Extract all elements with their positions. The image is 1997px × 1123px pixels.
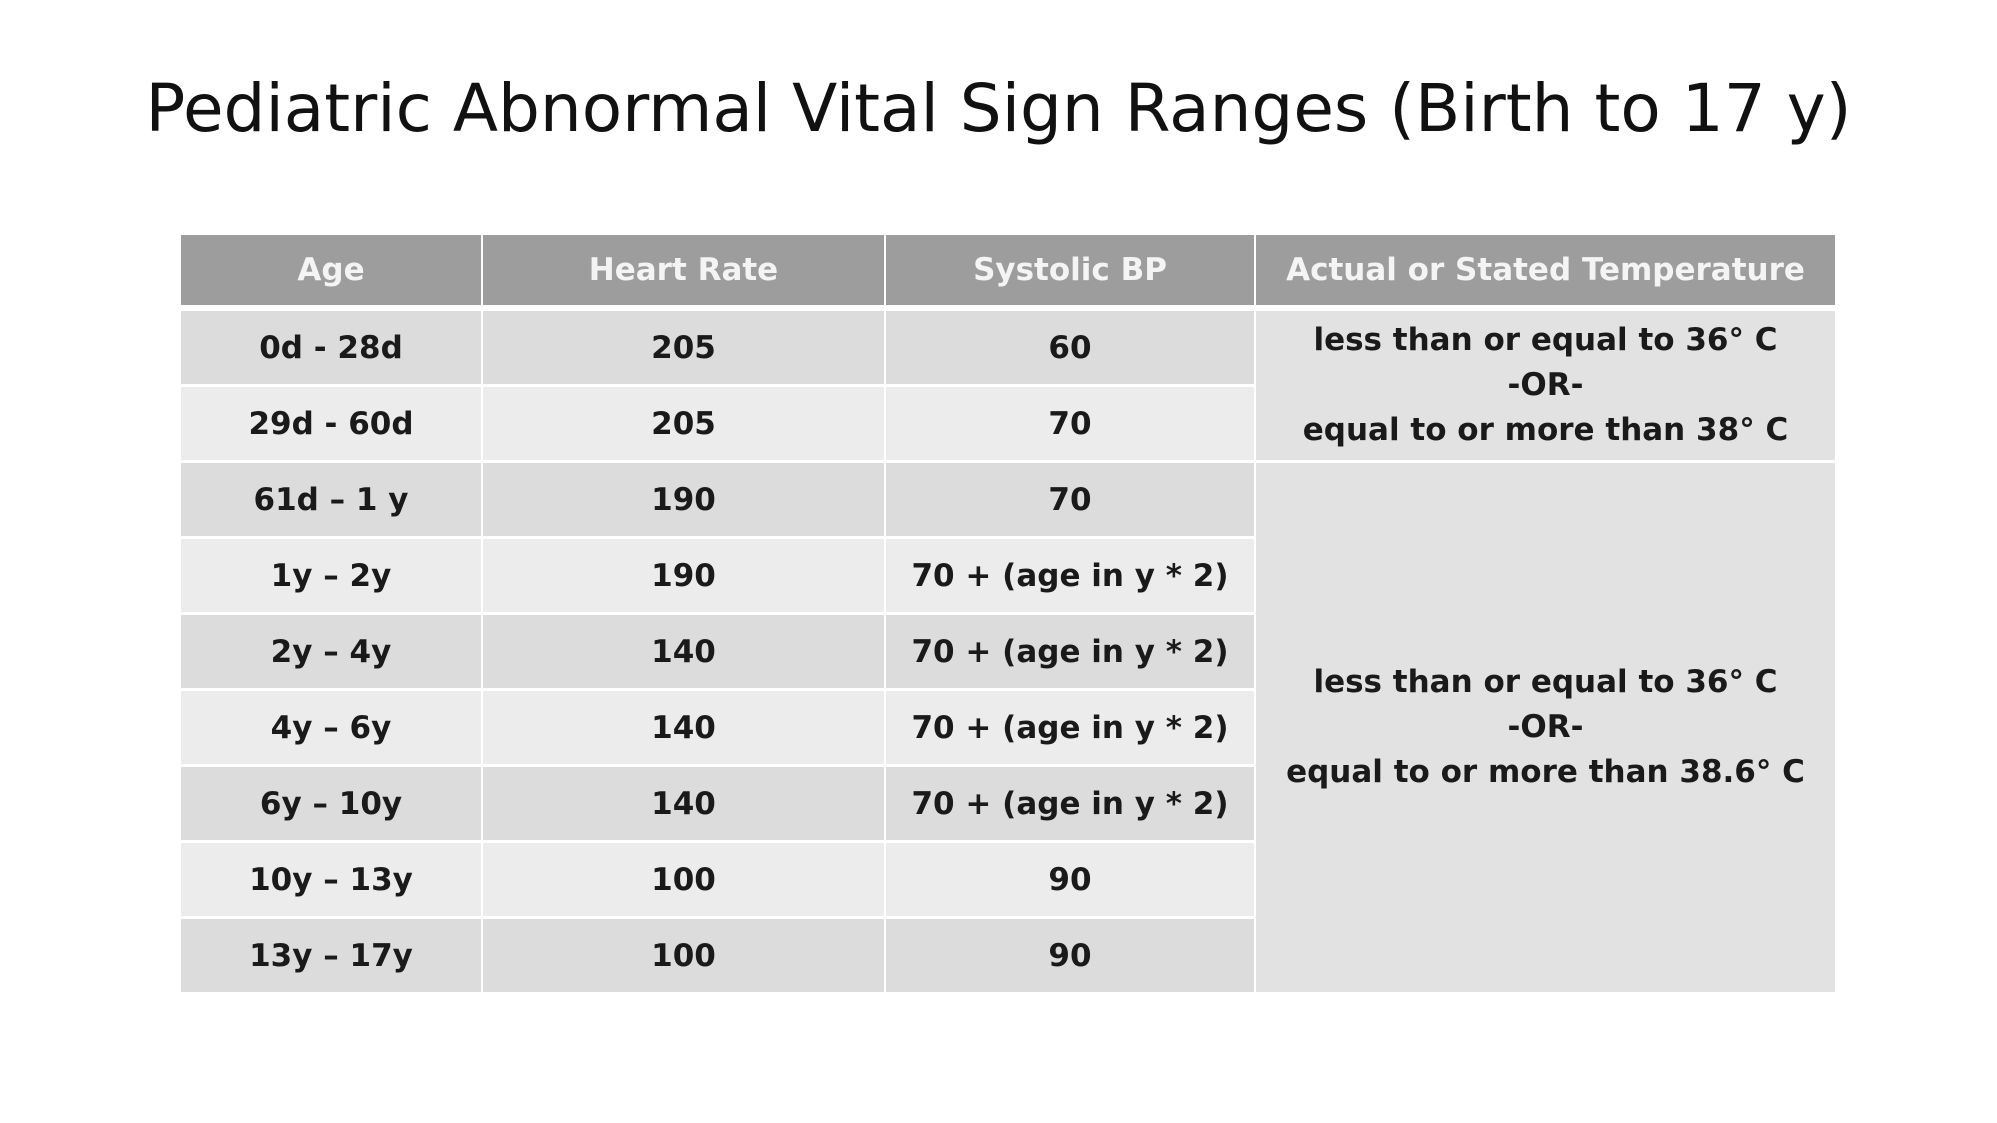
systolic-bp-cell: 70 + (age in y * 2)	[886, 539, 1256, 615]
systolic-bp-cell: 70	[886, 387, 1256, 463]
temperature-or-separator: -OR-	[1507, 709, 1584, 745]
vital-signs-table: Age Heart Rate Systolic BP Actual or Sta…	[181, 235, 1835, 995]
table-row: 4y – 6y 140 70 + (age in y * 2)	[181, 691, 1835, 767]
age-cell: 2y – 4y	[181, 615, 483, 691]
age-cell: 10y – 13y	[181, 843, 483, 919]
age-cell: 13y – 17y	[181, 919, 483, 995]
age-cell: 4y – 6y	[181, 691, 483, 767]
heart-rate-cell: 140	[483, 767, 886, 843]
header-systolic-bp: Systolic BP	[886, 235, 1256, 311]
temperature-or-separator: -OR-	[1507, 367, 1584, 403]
header-age: Age	[181, 235, 483, 311]
heart-rate-cell: 140	[483, 615, 886, 691]
table-row: 61d – 1 y 190 70 less than or equal to 3…	[181, 463, 1835, 995]
systolic-bp-cell: 60	[886, 311, 1256, 387]
age-cell: 6y – 10y	[181, 767, 483, 843]
table-row: 1y – 2y 190 70 + (age in y * 2)	[181, 539, 1835, 615]
heart-rate-cell: 140	[483, 691, 886, 767]
temperature-high-threshold: equal to or more than 38.6° C	[1286, 754, 1805, 790]
header-temperature: Actual or Stated Temperature	[1256, 235, 1835, 311]
heart-rate-cell: 100	[483, 919, 886, 995]
table-row: 6y – 10y 140 70 + (age in y * 2)	[181, 767, 1835, 843]
heart-rate-cell: 190	[483, 463, 886, 539]
table-row: 13y – 17y 100 90	[181, 919, 1835, 995]
systolic-bp-cell: 90	[886, 843, 1256, 919]
temperature-cell-neonate: less than or equal to 36° C -OR- equal t…	[1256, 311, 1835, 463]
age-cell: 1y – 2y	[181, 539, 483, 615]
heart-rate-cell: 205	[483, 387, 886, 463]
heart-rate-cell: 100	[483, 843, 886, 919]
age-cell: 61d – 1 y	[181, 463, 483, 539]
table-row: 10y – 13y 100 90	[181, 843, 1835, 919]
age-cell: 0d - 28d	[181, 311, 483, 387]
age-cell: 29d - 60d	[181, 387, 483, 463]
temperature-cell-child: less than or equal to 36° C -OR- equal t…	[1256, 463, 1835, 995]
temperature-high-threshold: equal to or more than 38° C	[1302, 412, 1789, 448]
temperature-low-threshold: less than or equal to 36° C	[1313, 322, 1778, 358]
temperature-low-threshold: less than or equal to 36° C	[1313, 664, 1778, 700]
systolic-bp-cell: 90	[886, 919, 1256, 995]
systolic-bp-cell: 70	[886, 463, 1256, 539]
table-row: 2y – 4y 140 70 + (age in y * 2)	[181, 615, 1835, 691]
systolic-bp-cell: 70 + (age in y * 2)	[886, 615, 1256, 691]
heart-rate-cell: 190	[483, 539, 886, 615]
heart-rate-cell: 205	[483, 311, 886, 387]
table-row: 0d - 28d 205 60 less than or equal to 36…	[181, 311, 1835, 463]
systolic-bp-cell: 70 + (age in y * 2)	[886, 767, 1256, 843]
header-heart-rate: Heart Rate	[483, 235, 886, 311]
slide-title: Pediatric Abnormal Vital Sign Ranges (Bi…	[145, 70, 1852, 147]
systolic-bp-cell: 70 + (age in y * 2)	[886, 691, 1256, 767]
table-row: 29d - 60d 205 70	[181, 387, 1835, 463]
table-header-row: Age Heart Rate Systolic BP Actual or Sta…	[181, 235, 1835, 311]
